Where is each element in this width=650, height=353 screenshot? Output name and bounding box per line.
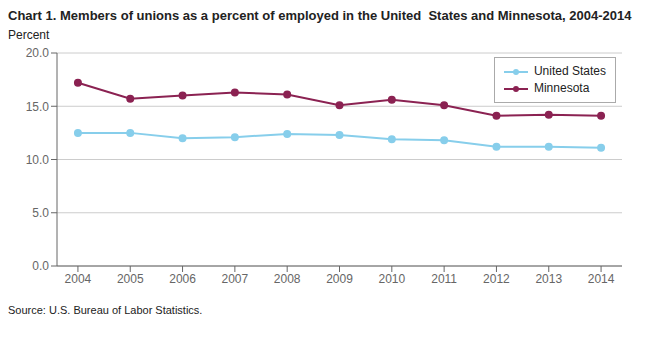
svg-text:2006: 2006 (169, 272, 196, 286)
svg-text:2010: 2010 (378, 272, 405, 286)
svg-text:2005: 2005 (117, 272, 144, 286)
svg-text:2012: 2012 (483, 272, 510, 286)
svg-text:10.0: 10.0 (26, 153, 50, 167)
svg-text:5.0: 5.0 (32, 206, 49, 220)
svg-text:2011: 2011 (431, 272, 457, 286)
html-text:Chart 1. Members of unions as: Chart 1. Members of unions as a percent … (8, 8, 632, 23)
html-text:United States: United States (534, 64, 606, 78)
html-text:Minnesota: Minnesota (534, 81, 590, 95)
svg-text:2013: 2013 (535, 272, 562, 286)
svg-text:0.0: 0.0 (32, 259, 49, 273)
svg-text:2008: 2008 (274, 272, 301, 286)
svg-text:2014: 2014 (588, 272, 615, 286)
html-text:Source: U.S. Bureau of Labor S: Source: U.S. Bureau of Labor Statistics. (8, 304, 203, 316)
html-text:Percent: Percent (8, 28, 50, 42)
svg-text:2004: 2004 (65, 272, 92, 286)
svg-text:15.0: 15.0 (26, 100, 50, 114)
svg-text:2009: 2009 (326, 272, 353, 286)
svg-text:2007: 2007 (222, 272, 249, 286)
svg-text:20.0: 20.0 (26, 46, 50, 60)
